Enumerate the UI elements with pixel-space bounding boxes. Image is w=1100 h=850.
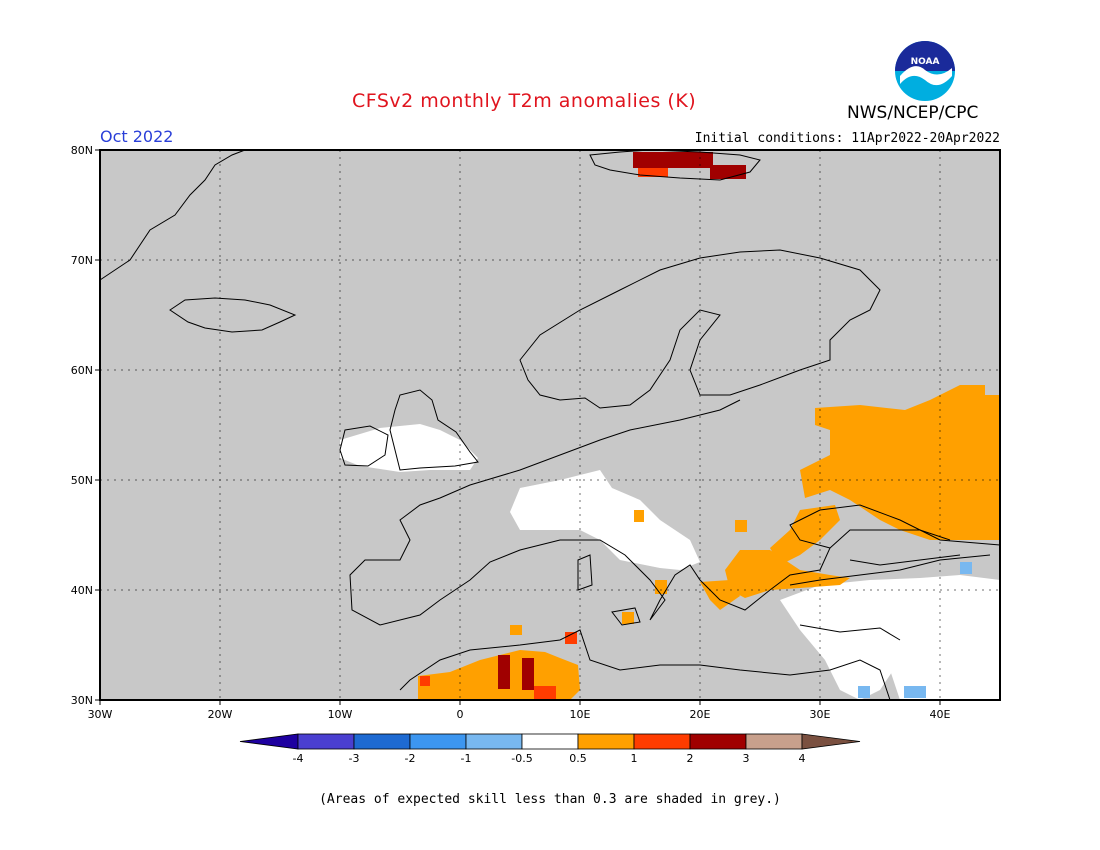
legend-arrow-left	[239, 733, 299, 750]
lat-label: 70N	[71, 254, 93, 267]
britain-coast	[389, 389, 479, 471]
anatolia-coast	[789, 554, 991, 641]
greenland-coast	[99, 149, 246, 281]
initial-conditions: Initial conditions: 11Apr2022-20Apr2022	[694, 131, 1000, 146]
iceland-coast	[169, 297, 297, 333]
latitude-labels: 80N 70N 60N 50N 40N 30N	[71, 144, 100, 707]
strong-warm-areas	[420, 165, 668, 700]
anomaly-cell-syria	[960, 562, 972, 574]
legend-tick-label: -4	[293, 752, 304, 765]
legend-swatch	[521, 733, 579, 750]
lat-label: 80N	[71, 144, 93, 157]
anomaly-cell-hungary	[735, 520, 747, 532]
anomaly-region-balkans	[725, 550, 850, 598]
legend-tick-label: 3	[743, 752, 750, 765]
lon-label: 0	[457, 708, 464, 721]
anomaly-cell-sahara-2	[498, 655, 510, 689]
legend-tick-label: 2	[687, 752, 694, 765]
map-panel	[99, 149, 1001, 701]
legend-swatch	[353, 733, 411, 750]
very-warm-areas	[498, 152, 746, 690]
lon-label: 10W	[328, 708, 353, 721]
scandinavia-coast	[519, 249, 881, 409]
legend-tick-label: 1	[631, 752, 638, 765]
lon-label: 20W	[208, 708, 233, 721]
lat-label: 60N	[71, 364, 93, 377]
legend-swatch	[409, 733, 467, 750]
anomaly-cell-morocco	[420, 676, 430, 686]
anomaly-cell-arabia	[904, 686, 926, 698]
lat-label: 30N	[71, 694, 93, 707]
anomaly-region-black-sea-coast	[770, 505, 840, 565]
cool-anomaly-areas	[858, 562, 972, 698]
anomaly-cell-svalbard-2	[633, 152, 713, 168]
legend-swatch	[577, 733, 635, 750]
anomaly-cell-sahara-1	[534, 686, 556, 700]
legend-arrow-right	[801, 733, 861, 750]
organization-label: NWS/NCEP/CPC	[847, 103, 979, 123]
legend-swatch	[745, 733, 803, 750]
map-frame	[99, 149, 1001, 701]
lon-label: 30W	[88, 708, 113, 721]
anomaly-region-levant	[890, 610, 1000, 700]
legend-swatch	[689, 733, 747, 750]
legend-tick-label: -2	[405, 752, 416, 765]
colorbar-legend: -4 -3 -2 -1 -0.5 0.5 1 2 3 4	[239, 733, 861, 765]
lon-label: 10E	[570, 708, 591, 721]
anomaly-region-central-europe	[510, 470, 700, 570]
sicily-coast	[611, 607, 641, 626]
anomaly-cell-alps	[634, 510, 644, 522]
forecast-month: Oct 2022	[100, 127, 174, 146]
sardinia-coast	[577, 554, 593, 591]
anomaly-cell-svalbard-3	[710, 165, 746, 179]
anomaly-region-britain	[340, 424, 478, 472]
lon-label: 20E	[690, 708, 711, 721]
noaa-logo-icon: NOAA	[895, 41, 955, 101]
legend-swatch	[465, 733, 523, 750]
gridlines	[100, 150, 1000, 700]
legend-swatch	[297, 733, 355, 750]
legend-tick-label: -3	[349, 752, 360, 765]
north-africa-coast	[399, 629, 891, 701]
skill-footnote: (Areas of expected skill less than 0.3 a…	[319, 792, 781, 807]
anomaly-cell-sinai	[858, 686, 870, 698]
ireland-coast	[339, 425, 389, 467]
legend-tick-label: 0.5	[569, 752, 587, 765]
svg-text:NOAA: NOAA	[911, 57, 940, 67]
lon-label: 40E	[930, 708, 951, 721]
anomaly-region-russia	[800, 385, 1000, 540]
lat-label: 40N	[71, 584, 93, 597]
legend-tick-label: -1	[461, 752, 472, 765]
anomaly-cell-sahara-3	[522, 658, 534, 690]
lon-label: 30E	[810, 708, 831, 721]
legend-swatch	[633, 733, 691, 750]
lat-label: 50N	[71, 474, 93, 487]
legend-tick-label: -0.5	[511, 752, 532, 765]
anomaly-cell-tunisia	[565, 632, 577, 644]
anomaly-cell-sicily	[622, 612, 634, 624]
map-title: CFSv2 monthly T2m anomalies (K)	[352, 90, 697, 112]
longitude-labels: 30W 20W 10W 0 10E 20E 30E 40E	[88, 700, 951, 721]
anomaly-region-greece	[700, 580, 740, 610]
legend-tick-label: 4	[799, 752, 806, 765]
anomaly-cell-algeria	[510, 625, 522, 635]
